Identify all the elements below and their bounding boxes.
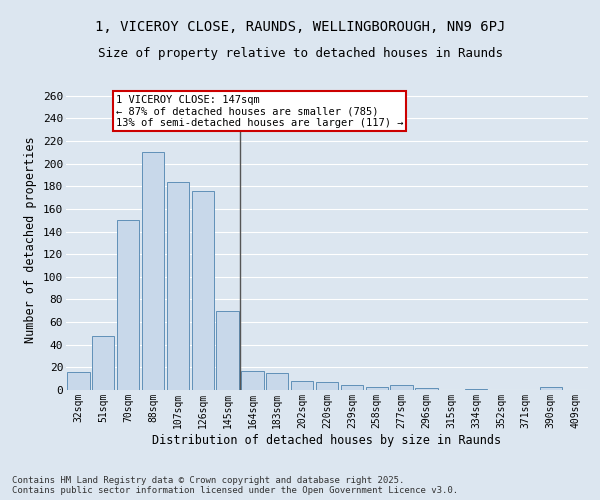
Bar bbox=[67, 372, 89, 390]
Bar bbox=[465, 389, 487, 390]
Bar bbox=[415, 388, 437, 390]
Text: 1, VICEROY CLOSE, RAUNDS, WELLINGBOROUGH, NN9 6PJ: 1, VICEROY CLOSE, RAUNDS, WELLINGBOROUGH… bbox=[95, 20, 505, 34]
Bar bbox=[217, 311, 239, 390]
Text: 1 VICEROY CLOSE: 147sqm
← 87% of detached houses are smaller (785)
13% of semi-d: 1 VICEROY CLOSE: 147sqm ← 87% of detache… bbox=[116, 94, 403, 128]
Bar bbox=[341, 386, 363, 390]
Y-axis label: Number of detached properties: Number of detached properties bbox=[25, 136, 37, 344]
Bar bbox=[241, 371, 263, 390]
Bar bbox=[365, 386, 388, 390]
Bar bbox=[391, 386, 413, 390]
Bar bbox=[291, 381, 313, 390]
Text: Contains HM Land Registry data © Crown copyright and database right 2025.
Contai: Contains HM Land Registry data © Crown c… bbox=[12, 476, 458, 495]
Bar bbox=[92, 336, 115, 390]
Bar bbox=[142, 152, 164, 390]
Text: Size of property relative to detached houses in Raunds: Size of property relative to detached ho… bbox=[97, 48, 503, 60]
Bar bbox=[167, 182, 189, 390]
Bar bbox=[539, 386, 562, 390]
Bar bbox=[316, 382, 338, 390]
Bar bbox=[266, 373, 289, 390]
Bar bbox=[191, 191, 214, 390]
Bar bbox=[117, 220, 139, 390]
X-axis label: Distribution of detached houses by size in Raunds: Distribution of detached houses by size … bbox=[152, 434, 502, 446]
